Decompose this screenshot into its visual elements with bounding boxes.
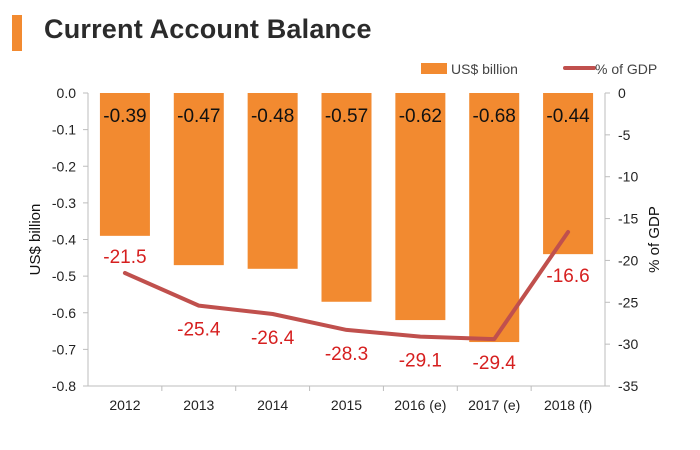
x-tick-label: 2013 xyxy=(183,397,214,413)
line-value-label: -16.6 xyxy=(546,266,589,287)
bar-value-label: -0.48 xyxy=(251,106,294,127)
axes: 0.0 -0.1 -0.2 -0.3 -0.4 -0.5 -0.6 -0.7 -0.8 0 -5 -1… xyxy=(27,85,663,413)
y-tick-label: -0.1 xyxy=(52,122,76,138)
line-value-label: -21.5 xyxy=(103,247,146,268)
y-tick-label: 0.0 xyxy=(57,85,77,101)
bar xyxy=(395,93,446,321)
x-tick-label: 2014 xyxy=(257,397,288,413)
y2-axis-title: % of GDP xyxy=(646,206,663,273)
line-value-label: -26.4 xyxy=(251,328,295,349)
line-value-label: -25.4 xyxy=(177,320,221,341)
y2-tick-label: -10 xyxy=(618,169,638,185)
y2-tick-label: -20 xyxy=(618,252,638,268)
legend: US$ billion % of GDP xyxy=(421,61,657,77)
y2-tick-label: -15 xyxy=(618,211,638,227)
x-tick-label: 2018 (f) xyxy=(544,397,592,413)
bar-value-label: -0.62 xyxy=(399,106,442,127)
page-title: Current Account Balance xyxy=(44,14,372,44)
line-value-label: -29.1 xyxy=(399,351,442,372)
line-series xyxy=(122,229,571,342)
y2-tick-label: -35 xyxy=(618,378,638,394)
bar-value-label: -0.47 xyxy=(177,106,220,127)
bar xyxy=(543,93,594,255)
data-labels: -0.39 -0.47 -0.48 -0.57 -0.62 -0.68 -0.44 -21.5… xyxy=(103,106,590,374)
y-tick-label: -0.2 xyxy=(52,158,76,174)
legend-line-label: % of GDP xyxy=(595,61,657,77)
legend-bar-swatch xyxy=(421,63,447,74)
x-tick-label: 2012 xyxy=(109,397,140,413)
y-tick-label: -0.7 xyxy=(52,341,76,357)
bar xyxy=(99,93,150,236)
y2-tick-label: 0 xyxy=(618,85,626,101)
bar xyxy=(247,93,298,269)
y2-tick-label: -5 xyxy=(618,127,631,143)
x-tick-label: 2017 (e) xyxy=(468,397,520,413)
x-tick-label: 2016 (e) xyxy=(394,397,446,413)
y-axis-title: US$ billion xyxy=(27,204,44,276)
bar xyxy=(321,93,372,302)
y-tick-label: -0.5 xyxy=(52,268,76,284)
y-tick-label: -0.6 xyxy=(52,305,76,321)
y-tick-label: -0.8 xyxy=(52,378,76,394)
bar-value-label: -0.57 xyxy=(325,106,368,127)
x-tick-label: 2015 xyxy=(331,397,362,413)
bar-value-label: -0.44 xyxy=(546,106,590,127)
bar-value-label: -0.39 xyxy=(103,106,146,127)
bar xyxy=(173,93,224,266)
y2-tick-label: -25 xyxy=(618,294,638,310)
line-value-label: -29.4 xyxy=(473,353,517,374)
title-accent-bar xyxy=(12,15,22,51)
bar-value-label: -0.68 xyxy=(473,106,516,127)
line-value-label: -28.3 xyxy=(325,344,368,365)
legend-bar-label: US$ billion xyxy=(451,61,518,77)
bar xyxy=(469,93,520,343)
y2-tick-label: -30 xyxy=(618,336,638,352)
line-path xyxy=(122,229,571,342)
y-tick-label: -0.3 xyxy=(52,195,76,211)
y-tick-label: -0.4 xyxy=(52,232,76,248)
bar-series xyxy=(99,93,594,343)
